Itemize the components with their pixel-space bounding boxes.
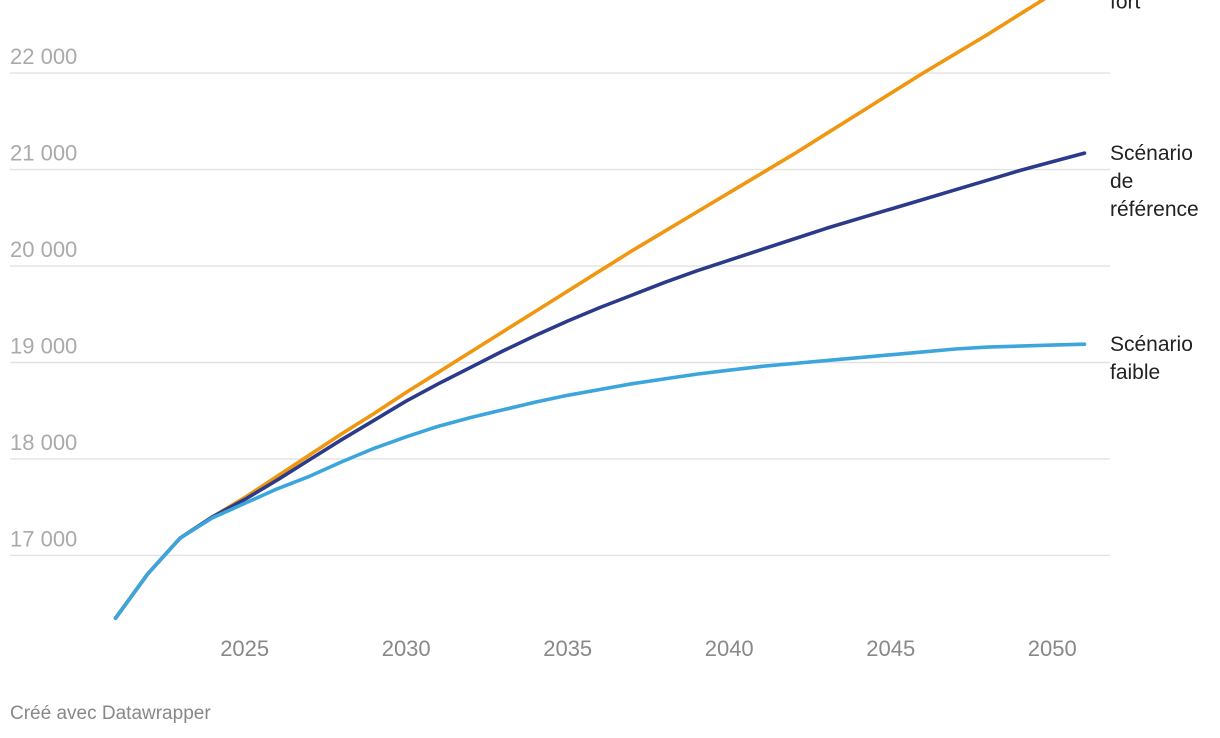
- series-line-1: [113, 151, 1087, 620]
- series-label-1: de: [1110, 170, 1133, 193]
- series-label-2: Scénario: [1110, 333, 1193, 356]
- series-line-2: [113, 342, 1087, 620]
- y-axis-ticks: 17 000 18 000 19 000 20 000 21 000 22 000: [10, 44, 77, 551]
- series-label-1: référence: [1110, 198, 1199, 221]
- y-tick-label: 21 000: [10, 141, 77, 166]
- y-tick-label: 22 000: [10, 44, 77, 69]
- x-tick-label: 2030: [382, 636, 431, 661]
- y-tick-label: 17 000: [10, 526, 77, 551]
- series-label-1: Scénario: [1110, 142, 1193, 165]
- y-tick-label: 18 000: [10, 430, 77, 455]
- series-label-0: fort: [1110, 0, 1141, 14]
- x-tick-label: 2050: [1028, 636, 1077, 661]
- series-lines: [113, 0, 1087, 620]
- x-tick-label: 2035: [543, 636, 592, 661]
- series-labels: ScénariofortScénarioderéférenceScénariof…: [1110, 0, 1199, 384]
- y-tick-label: 19 000: [10, 334, 77, 359]
- chart-source-credit: Créé avec Datawrapper: [10, 703, 211, 724]
- x-tick-label: 2040: [705, 636, 754, 661]
- y-tick-label: 20 000: [10, 237, 77, 262]
- gridlines: [10, 72, 1110, 557]
- x-tick-label: 2025: [220, 636, 269, 661]
- x-tick-label: 2045: [866, 636, 915, 661]
- series-label-2: faible: [1110, 361, 1160, 384]
- series-line-0: [113, 0, 1047, 620]
- x-axis-ticks: 2025 2030 2035 2040 2045 2050: [220, 636, 1077, 661]
